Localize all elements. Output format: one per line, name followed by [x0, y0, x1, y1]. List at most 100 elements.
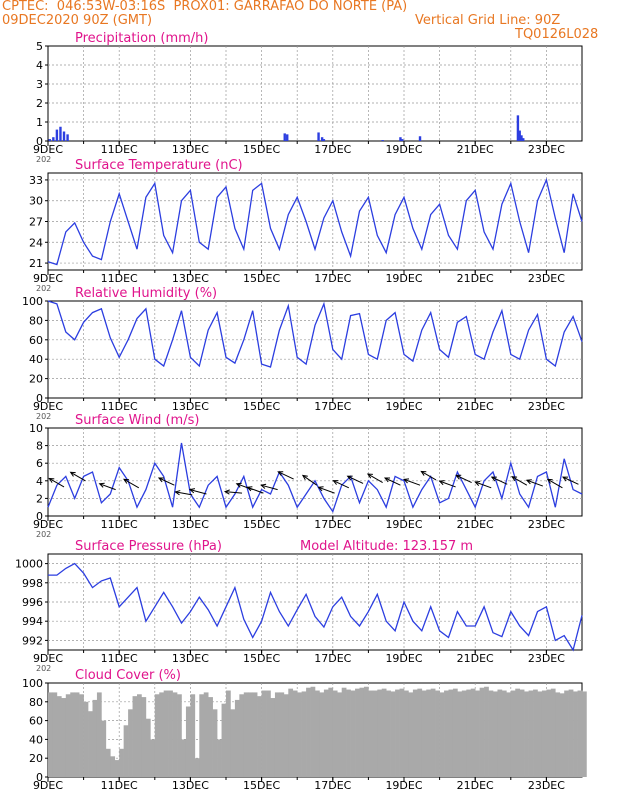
cloud-bar [132, 696, 138, 777]
cloud-bar [172, 692, 178, 777]
xtick-label: 23DEC [528, 400, 565, 413]
cloud-bar [475, 690, 480, 777]
wind-arrow [421, 470, 437, 481]
cloud-bar [524, 691, 529, 777]
cloud-bar [56, 696, 62, 777]
cloud-bar [399, 688, 405, 777]
cloud-bar [239, 694, 245, 777]
cloud-bar [163, 690, 169, 777]
precip-bar [62, 131, 66, 141]
cloud-bar [541, 690, 547, 777]
wind-arrow [491, 476, 508, 485]
wind-arrow [247, 486, 264, 494]
ytick-label: 20 [29, 373, 43, 386]
xtick-label: 9DEC [33, 400, 63, 413]
cloud-bar [217, 739, 222, 777]
cloud-bar [319, 692, 325, 777]
cloud-bar [426, 689, 431, 777]
cloud-bar [110, 756, 116, 777]
wind-arrow-head [223, 489, 230, 495]
wind-arrow [302, 475, 318, 486]
wind-arrow [384, 477, 401, 486]
cloud-bar [368, 690, 374, 777]
cloud-bar [582, 691, 587, 777]
cloud-bar [550, 688, 556, 777]
wind-arrow [175, 491, 193, 496]
xtick-label: 11DEC [101, 400, 138, 413]
header-title-line: CPTEC: 046:53W-03:16S PROX01: GARRAFAO D… [2, 0, 408, 14]
cloud-bar [346, 689, 351, 777]
cloud-bar [528, 690, 534, 777]
panel-frame [47, 45, 583, 142]
wind-arrow [511, 476, 528, 486]
xtick-label: 15DEC [243, 652, 280, 665]
wind-arrow-head [474, 481, 481, 486]
xtick-label: 21DEC [457, 518, 494, 531]
ytick-label: 3 [36, 78, 43, 91]
ytick-label: 4 [36, 59, 43, 72]
xtick-label: 13DEC [172, 400, 209, 413]
cloud-bar [185, 706, 191, 777]
ytick-label: 0 [36, 510, 43, 523]
precip-bar [66, 134, 69, 141]
precip-bar [52, 137, 55, 141]
wind-arrow-head [383, 477, 391, 483]
ytick-label: 0 [36, 135, 43, 148]
cloud-bar [395, 689, 400, 777]
ytick-label: 2 [36, 97, 43, 110]
cloud-bar [386, 690, 391, 777]
cloud-bar [92, 699, 98, 777]
cloud-bar [461, 690, 467, 777]
cloud-bar [439, 692, 445, 777]
cloud-bar [381, 688, 387, 777]
ytick-label: 0 [36, 771, 43, 784]
cloud-bar [323, 689, 329, 777]
xtick-label: 13DEC [172, 779, 209, 792]
precip-bar [522, 138, 525, 141]
cloud-bar [412, 689, 418, 777]
cloud-bar [444, 690, 449, 777]
cloud-bar [568, 689, 574, 777]
series-line [47, 177, 583, 266]
wind-arrow-head [98, 482, 105, 488]
ytick-label: 10 [29, 422, 43, 435]
cloud-bar [310, 686, 316, 777]
precip-bar [322, 139, 326, 141]
wind-arrow [439, 480, 456, 488]
cloud-bar [83, 701, 89, 777]
xtick-label: 13DEC [172, 143, 209, 156]
cloud-bar [501, 690, 507, 777]
cloud-bar [79, 694, 84, 777]
cloud-bar [96, 692, 102, 777]
wind-arrow-head [546, 478, 553, 484]
precip-bar [59, 126, 62, 141]
xtick-label: 17DEC [314, 518, 351, 531]
xtick-label: 19DEC [385, 143, 422, 156]
xtick-label: 23DEC [528, 272, 565, 285]
cloud-bar [52, 692, 58, 777]
wind-arrow [403, 478, 421, 486]
ytick-label: 0 [36, 392, 43, 405]
xtick-label: 15DEC [243, 143, 280, 156]
xtick-label: 23DEC [528, 779, 565, 792]
xtick-label: 15DEC [243, 400, 280, 413]
cloud-bar [390, 691, 396, 777]
cloud-bar [234, 699, 240, 777]
xtick-label: 21DEC [457, 272, 494, 285]
precip-bar [516, 115, 520, 141]
wind-arrow-head [235, 482, 242, 488]
xtick-label: 21DEC [457, 779, 494, 792]
wind-arrow [49, 478, 65, 488]
cloud-bar [88, 711, 93, 777]
xtick-label: 21DEC [457, 143, 494, 156]
stray-year-label: 202 [36, 155, 51, 164]
wind-arrow [367, 473, 383, 483]
wind-arrow [333, 480, 350, 489]
cloud-bar [417, 688, 423, 777]
precip-bar [418, 136, 422, 141]
precip-bar [283, 133, 286, 141]
ytick-label: 27 [29, 216, 43, 229]
precip-bar [48, 139, 51, 141]
xtick-label: 21DEC [457, 400, 494, 413]
ytick-label: 994 [22, 615, 43, 628]
